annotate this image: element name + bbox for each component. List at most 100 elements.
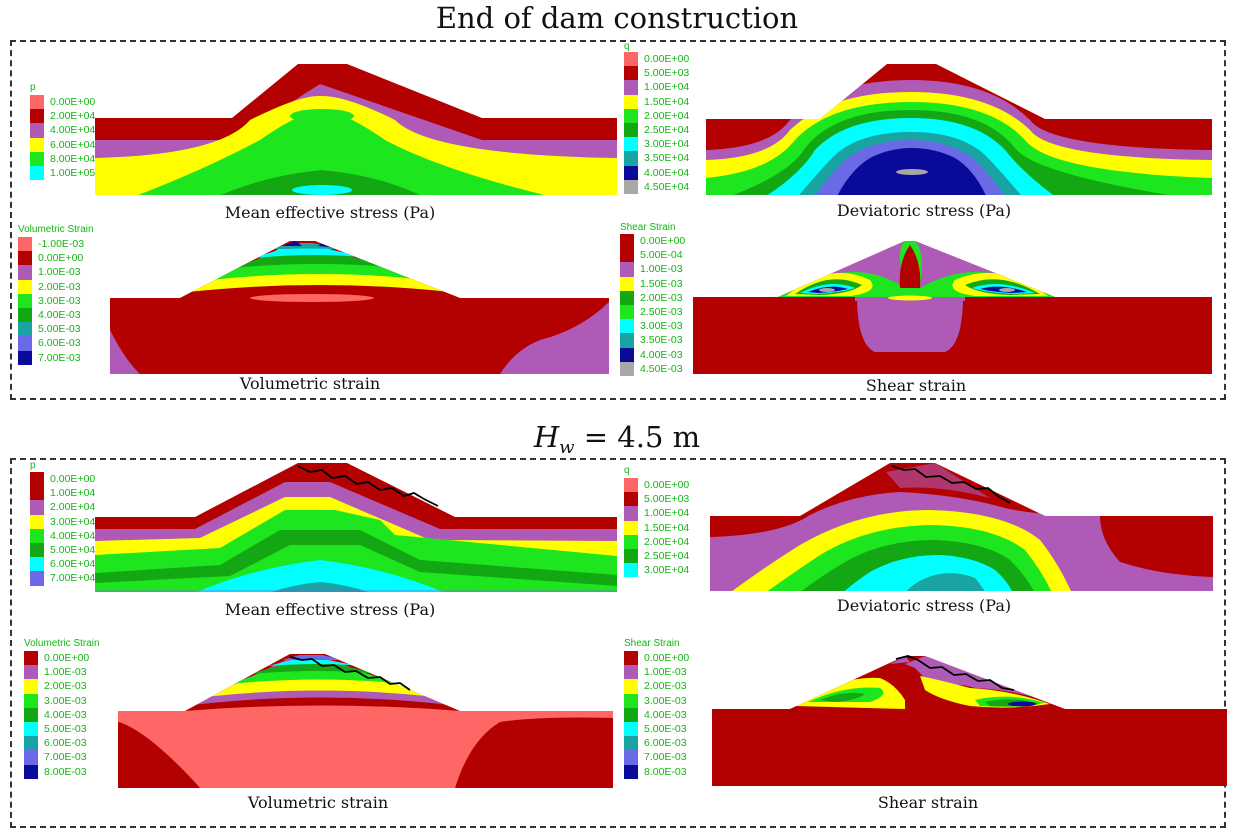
legend-swatch (624, 52, 638, 67)
section2-title-subscript: w (559, 437, 575, 458)
legend-label: 1.00E+04 (644, 507, 690, 520)
legend-label: 4.50E+04 (644, 180, 690, 193)
legend-label: -1.00E-03 (38, 238, 85, 250)
legend-label: 0.00E+00 (44, 652, 90, 664)
legend-swatch (24, 764, 38, 779)
s2-volumetric-strain-caption: Volumetric strain (247, 793, 389, 812)
section1-title: End of dam construction (435, 1, 799, 35)
legend-label: 5.00E-03 (644, 723, 687, 735)
legend-swatch (24, 693, 38, 708)
legend-swatch (624, 151, 638, 166)
s1-volumetric-strain-caption: Volumetric strain (239, 374, 381, 393)
s2-volumetric-strain-failure-line (289, 656, 411, 691)
legend-label: 4.00E-03 (44, 708, 87, 721)
legend-label: 7.00E+04 (50, 572, 96, 585)
legend-swatch (18, 322, 32, 337)
section2-title-main: H (533, 420, 560, 454)
legend-swatch (30, 500, 44, 515)
legend-swatch (30, 528, 44, 543)
legend-label: 3.50E+04 (644, 152, 690, 165)
legend-label: 4.50E-03 (640, 362, 683, 375)
legend-label: 7.00E-03 (44, 751, 87, 764)
legend-label: 7.00E-03 (38, 351, 81, 364)
legend-swatch (624, 764, 638, 779)
legend-swatch (624, 722, 638, 737)
legend-label: 2.50E+04 (644, 550, 690, 562)
legend-label: 8.00E-03 (44, 765, 87, 778)
legend-swatch (620, 234, 634, 249)
legend-title: q (624, 465, 630, 476)
legend-swatch (624, 693, 638, 708)
legend-title: Volumetric Strain (18, 224, 94, 235)
section1-frame (10, 40, 1226, 400)
legend-label: 3.00E-03 (44, 694, 87, 707)
legend-swatch (30, 543, 44, 558)
legend-label: 6.00E+04 (50, 138, 96, 151)
legend-swatch (624, 750, 638, 765)
s1-shear-strain-caption: Shear strain (865, 376, 967, 395)
section2-title: Hw = 4.5 m (0, 423, 1234, 457)
legend-label: 5.00E+04 (50, 544, 96, 556)
legend-swatch (18, 237, 32, 252)
legend-swatch (620, 248, 634, 263)
legend-swatch (30, 557, 44, 572)
legend-swatch (624, 707, 638, 722)
legend-swatch (624, 165, 638, 180)
legend-label: 2.00E+04 (50, 110, 96, 123)
legend-label: 0.00E+00 (50, 473, 96, 485)
legend-swatch (624, 651, 638, 666)
legend-swatch (30, 123, 44, 138)
legend-label: 5.00E-04 (640, 249, 683, 262)
legend-swatch (620, 319, 634, 334)
legend-swatch (18, 336, 32, 351)
legend-label: 2.00E-03 (44, 680, 87, 693)
legend-label: 4.00E+04 (50, 124, 96, 137)
legend-swatch (624, 534, 638, 549)
legend-label: 1.00E-03 (640, 263, 683, 276)
legend-swatch (620, 361, 634, 376)
legend-label: 3.00E+04 (50, 515, 96, 528)
legend-label: 2.00E-03 (644, 680, 687, 693)
legend-swatch (18, 279, 32, 294)
legend-label: 0.00E+00 (38, 252, 84, 265)
legend-label: 1.00E-03 (38, 266, 81, 279)
legend-swatch (620, 262, 634, 277)
legend-label: 4.00E+04 (50, 529, 96, 542)
legend-label: 6.00E-03 (44, 737, 87, 750)
legend-label: 0.00E+00 (640, 235, 686, 247)
legend-swatch (24, 665, 38, 680)
legend-label: 3.00E-03 (644, 694, 687, 707)
legend-swatch (624, 492, 638, 507)
legend-label: 2.50E+04 (644, 124, 690, 136)
legend-swatch (30, 109, 44, 124)
legend-swatch (30, 472, 44, 487)
legend-label: 3.00E-03 (640, 320, 683, 333)
legend-label: 0.00E+00 (644, 479, 690, 491)
legend-label: 3.00E+04 (644, 138, 690, 151)
legend-swatch (30, 486, 44, 501)
legend-swatch (624, 179, 638, 194)
legend-title: Volumetric Strain (24, 638, 100, 649)
s2-mean-stress-caption: Mean effective stress (Pa) (224, 600, 436, 619)
legend-swatch (624, 506, 638, 521)
legend-label: 5.00E+03 (644, 67, 690, 80)
legend-swatch (624, 563, 638, 578)
s1-volumetric-strain-contour (110, 241, 609, 374)
s1-deviatoric-stress-caption: Deviatoric stress (Pa) (836, 201, 1012, 220)
legend-label: 2.50E-03 (640, 306, 683, 318)
legend-label: 1.00E-03 (644, 666, 687, 679)
legend-swatch (30, 166, 44, 181)
legend-swatch (624, 478, 638, 493)
legend-swatch (620, 276, 634, 291)
legend-label: 2.00E-03 (38, 280, 81, 293)
legend-label: 4.00E+04 (644, 166, 690, 179)
legend-label: 1.00E+04 (50, 487, 96, 500)
s1-mean-stress-contour (95, 64, 617, 195)
legend-label: 4.00E-03 (38, 309, 81, 321)
legend-title: p (30, 460, 36, 471)
legend-swatch (24, 679, 38, 694)
legend-label: 3.00E+04 (644, 564, 690, 577)
legend-label: 8.00E+04 (50, 152, 96, 165)
